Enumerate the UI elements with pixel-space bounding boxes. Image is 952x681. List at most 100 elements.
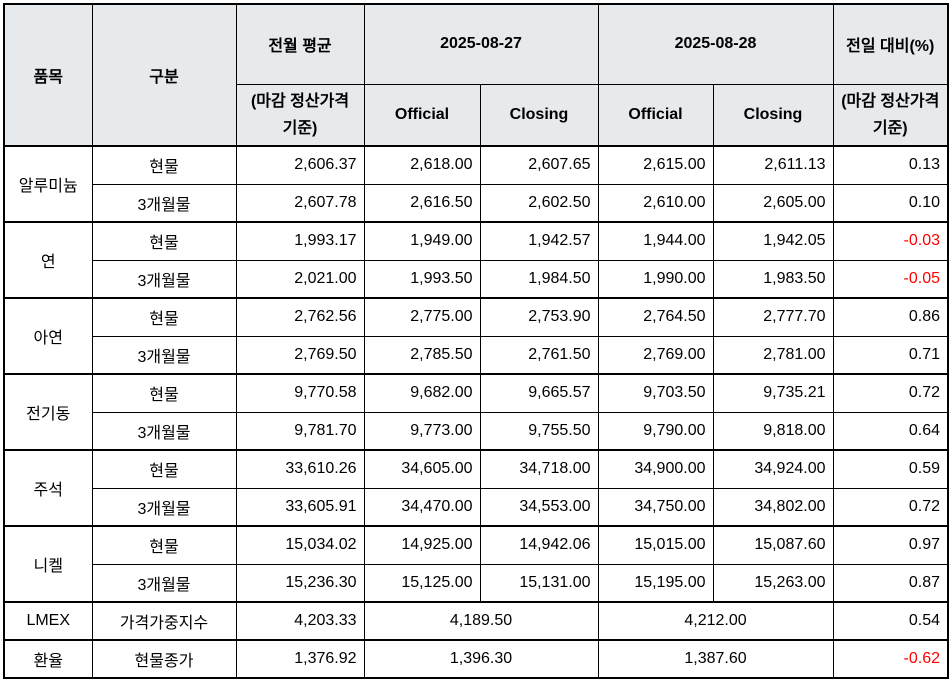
- category-cell: 3개월물: [91, 335, 237, 375]
- table-row: 연 현물 1,993.17 1,949.00 1,942.57 1,944.00…: [3, 221, 949, 299]
- d1-official-cell: 9,682.00: [363, 373, 481, 413]
- d1-closing-cell: 34,718.00: [479, 449, 599, 489]
- item-cell: 알루미늄: [3, 145, 93, 223]
- change-cell: 0.86: [832, 297, 949, 337]
- d2-official-cell: 1,990.00: [597, 259, 714, 299]
- table-row: LMEX 가격가중지수 4,203.33 4,189.50 4,212.00 0…: [3, 601, 949, 641]
- d1-official-cell: 1,949.00: [363, 221, 481, 261]
- change-cell: 0.72: [832, 373, 949, 413]
- change-cell: 0.97: [832, 525, 949, 565]
- table-row: 3개월물 2,021.00 1,993.50 1,984.50 1,990.00…: [4, 259, 949, 299]
- category-cell: 3개월물: [91, 563, 237, 603]
- header-day-change-note: (마감 정산가격 기준): [832, 83, 949, 147]
- d1-closing-cell: 34,553.00: [479, 487, 599, 527]
- d2-merged-cell: 1,387.60: [597, 639, 834, 679]
- d2-closing-cell: 34,924.00: [712, 449, 834, 489]
- d1-closing-cell: 2,607.65: [479, 145, 599, 185]
- header-row-1: 품목 구분 전월 평균 2025-08-27 2025-08-28 전일 대비(…: [3, 3, 949, 147]
- category-cell: 3개월물: [91, 487, 237, 527]
- d2-closing-cell: 2,781.00: [712, 335, 834, 375]
- d1-merged-cell: 1,396.30: [363, 639, 599, 679]
- d2-official-cell: 9,790.00: [597, 411, 714, 451]
- change-cell: 0.71: [832, 335, 949, 375]
- d2-closing-cell: 2,605.00: [712, 183, 834, 223]
- category-cell: 현물종가: [91, 639, 237, 679]
- d1-official-cell: 14,925.00: [363, 525, 481, 565]
- header-d1-closing: Closing: [479, 83, 599, 147]
- d1-closing-cell: 9,755.50: [479, 411, 599, 451]
- d2-closing-cell: 1,983.50: [712, 259, 834, 299]
- prev-avg-cell: 9,770.58: [235, 373, 365, 413]
- header-d2-official: Official: [597, 83, 714, 147]
- d1-merged-cell: 4,189.50: [363, 601, 599, 641]
- change-cell: -0.03: [832, 221, 949, 261]
- d1-closing-cell: 2,602.50: [479, 183, 599, 223]
- d2-official-cell: 15,015.00: [597, 525, 714, 565]
- prev-avg-cell: 2,762.56: [235, 297, 365, 337]
- d1-closing-cell: 2,761.50: [479, 335, 599, 375]
- table-header: 품목 구분 전월 평균 2025-08-27 2025-08-28 전일 대비(…: [3, 3, 949, 147]
- d2-official-cell: 2,764.50: [597, 297, 714, 337]
- prev-avg-cell: 2,021.00: [235, 259, 365, 299]
- item-cell: 주석: [3, 449, 93, 527]
- d1-official-cell: 1,993.50: [363, 259, 481, 299]
- d2-official-cell: 2,615.00: [597, 145, 714, 185]
- header-item: 품목: [3, 3, 93, 147]
- table-row: 3개월물 2,769.50 2,785.50 2,761.50 2,769.00…: [4, 335, 949, 375]
- prev-avg-cell: 33,610.26: [235, 449, 365, 489]
- d1-closing-cell: 1,984.50: [479, 259, 599, 299]
- change-cell: 0.54: [832, 601, 949, 641]
- change-cell: -0.62: [832, 639, 949, 679]
- category-cell: 현물: [91, 373, 237, 413]
- change-cell: 0.13: [832, 145, 949, 185]
- d2-official-cell: 9,703.50: [597, 373, 714, 413]
- item-cell: 전기동: [3, 373, 93, 451]
- category-cell: 3개월물: [91, 411, 237, 451]
- table-row: 아연 현물 2,762.56 2,775.00 2,753.90 2,764.5…: [3, 297, 949, 375]
- table-body: 알루미늄 현물 2,606.37 2,618.00 2,607.65 2,615…: [3, 145, 949, 679]
- change-cell: -0.05: [832, 259, 949, 299]
- category-cell: 현물: [91, 449, 237, 489]
- header-day-change: 전일 대비(%): [832, 3, 949, 85]
- change-cell: 0.87: [832, 563, 949, 603]
- change-cell: 0.59: [832, 449, 949, 489]
- header-row-2: (마감 정산가격 기준) Official Closing Official C…: [4, 83, 949, 147]
- d2-closing-cell: 15,263.00: [712, 563, 834, 603]
- category-cell: 3개월물: [91, 259, 237, 299]
- prev-avg-cell: 2,769.50: [235, 335, 365, 375]
- category-cell: 현물: [91, 221, 237, 261]
- d1-official-cell: 2,775.00: [363, 297, 481, 337]
- change-cell: 0.10: [832, 183, 949, 223]
- d2-closing-cell: 9,735.21: [712, 373, 834, 413]
- prev-avg-cell: 2,606.37: [235, 145, 365, 185]
- item-cell: 환율: [3, 639, 93, 679]
- prev-avg-cell: 15,236.30: [235, 563, 365, 603]
- table-row: 3개월물 9,781.70 9,773.00 9,755.50 9,790.00…: [4, 411, 949, 451]
- table-row: 알루미늄 현물 2,606.37 2,618.00 2,607.65 2,615…: [3, 145, 949, 223]
- d2-closing-cell: 1,942.05: [712, 221, 834, 261]
- header-category: 구분: [91, 3, 237, 147]
- header-date-1: 2025-08-27: [363, 3, 599, 85]
- d1-closing-cell: 15,131.00: [479, 563, 599, 603]
- d1-official-cell: 2,616.50: [363, 183, 481, 223]
- category-cell: 현물: [91, 297, 237, 337]
- d2-closing-cell: 34,802.00: [712, 487, 834, 527]
- d1-official-cell: 9,773.00: [363, 411, 481, 451]
- d2-official-cell: 34,900.00: [597, 449, 714, 489]
- table-row: 니켈 현물 15,034.02 14,925.00 14,942.06 15,0…: [3, 525, 949, 603]
- d2-closing-cell: 2,611.13: [712, 145, 834, 185]
- table-row: 3개월물 33,605.91 34,470.00 34,553.00 34,75…: [4, 487, 949, 527]
- d1-official-cell: 15,125.00: [363, 563, 481, 603]
- d1-closing-cell: 1,942.57: [479, 221, 599, 261]
- d1-closing-cell: 2,753.90: [479, 297, 599, 337]
- d2-closing-cell: 2,777.70: [712, 297, 834, 337]
- header-prev-avg: 전월 평균: [235, 3, 365, 85]
- prev-avg-cell: 1,993.17: [235, 221, 365, 261]
- d2-official-cell: 2,610.00: [597, 183, 714, 223]
- category-cell: 현물: [91, 525, 237, 565]
- category-cell: 현물: [91, 145, 237, 185]
- table-row: 환율 현물종가 1,376.92 1,396.30 1,387.60 -0.62: [3, 639, 949, 679]
- d2-closing-cell: 9,818.00: [712, 411, 834, 451]
- header-prev-avg-note: (마감 정산가격 기준): [235, 83, 365, 147]
